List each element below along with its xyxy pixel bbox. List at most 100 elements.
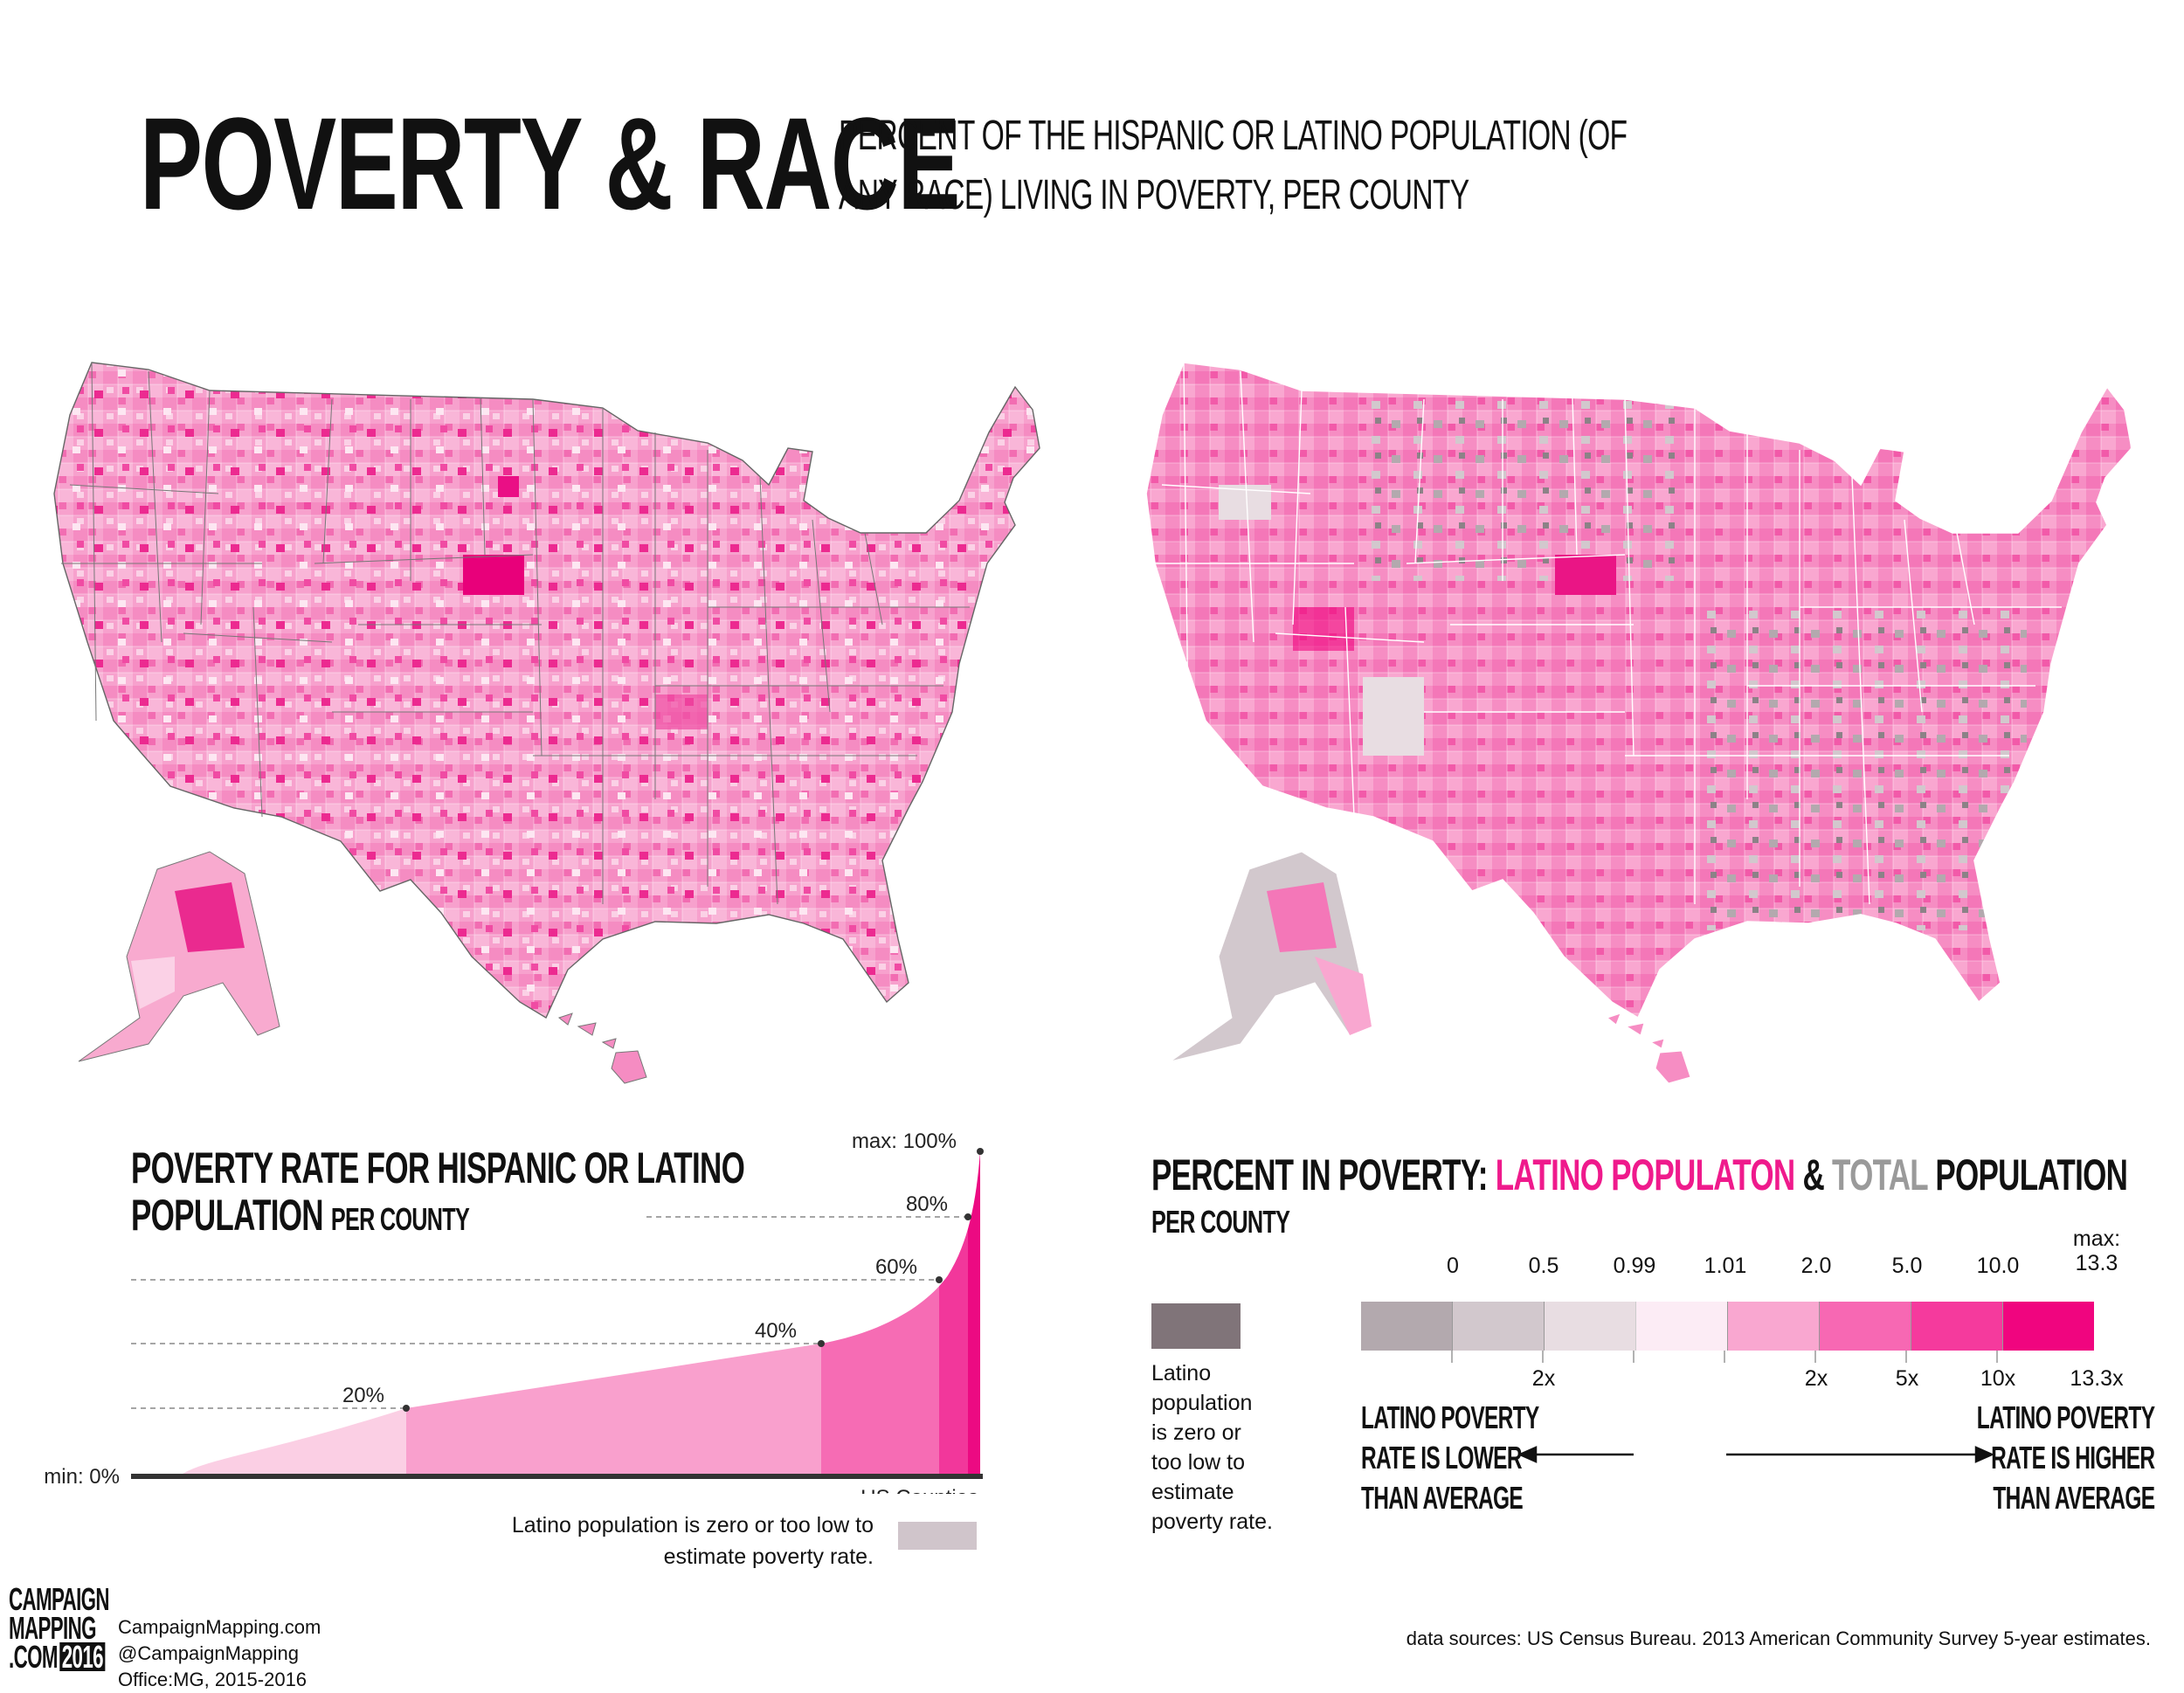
- right-na-label-line-5: estimate: [1151, 1480, 1234, 1504]
- ramp-ticks: [1451, 1351, 1998, 1363]
- subtitle-line-2: ANY RACE) LIVING IN POVERTY, PER COUNTY: [839, 172, 1469, 218]
- band-60-80: [939, 1151, 968, 1476]
- distribution-area: [179, 1151, 980, 1476]
- left-chart-title-small: PER COUNTY: [330, 1201, 470, 1237]
- lower-label-line-1: LATINO POVERTY: [1361, 1399, 1539, 1435]
- page-subtitle: PERCENT OF THE HISPANIC OR LATINO POPULA…: [839, 107, 1628, 225]
- left-na-note-line-1: Latino population is zero or too low to: [511, 1513, 874, 1538]
- right-na-label-line-2: population: [1151, 1391, 1253, 1415]
- left-chart-title: POVERTY RATE FOR HISPANIC OR LATINO POPU…: [131, 1144, 745, 1243]
- right-na-label-line-1: Latino: [1151, 1361, 1212, 1385]
- multiplier-label-2x-higher: 2x: [1804, 1366, 1828, 1391]
- band-40-60: [821, 1151, 939, 1476]
- ratio-label-1-01: 1.01: [1704, 1254, 1747, 1278]
- higher-label-line-2: RATE IS HIGHER: [1990, 1440, 2155, 1475]
- alaska-inset-right: [1170, 851, 1372, 1062]
- logo-line-3-text: .COM: [9, 1639, 58, 1675]
- hawaii-inset-right: [1606, 1012, 1691, 1084]
- min-label: min: 0%: [44, 1465, 120, 1489]
- ratio-label-5-0: 5.0: [1891, 1254, 1923, 1278]
- right-legend-title-part-1: PERCENT IN POVERTY:: [1151, 1151, 1496, 1199]
- right-legend-title-total: TOTAL: [1832, 1151, 1928, 1199]
- right-legend-title-line: PERCENT IN POVERTY: LATINO POPULATON & T…: [1151, 1151, 2128, 1199]
- marker-60: [936, 1276, 943, 1283]
- campaign-mapping-logo: CAMPAIGN MAPPING .COM 2016: [9, 1584, 114, 1681]
- arrow-left-head: [1520, 1446, 1538, 1463]
- right-na-swatch: [1151, 1303, 1241, 1349]
- higher-than-average-label: LATINO POVERTY RATE IS HIGHER THAN AVERA…: [1976, 1398, 2154, 1518]
- arrow-right-head: [1974, 1446, 1995, 1463]
- footer-credits: CampaignMapping.com @CampaignMapping Off…: [118, 1614, 321, 1693]
- higher-label-line-1: LATINO POVERTY: [1976, 1399, 2154, 1435]
- band-20-40: [406, 1151, 821, 1476]
- logo-year: 2016: [59, 1641, 106, 1673]
- ramp-swatch-max: [2002, 1302, 2094, 1351]
- legend-arrows: [1520, 1446, 1995, 1463]
- multiplier-label-5x: 5x: [1895, 1366, 1919, 1391]
- pct-label-20: 20%: [342, 1384, 384, 1407]
- data-source-note: data sources: US Census Bureau. 2013 Ame…: [1406, 1627, 2151, 1649]
- lower-than-average-label: LATINO POVERTY RATE IS LOWER THAN AVERAG…: [1361, 1398, 1539, 1518]
- multiplier-label-13-3x: 13.3x: [2070, 1366, 2124, 1391]
- left-na-note: Latino population is zero or too low to …: [512, 1510, 874, 1572]
- ratio-label-0-99: 0.99: [1613, 1254, 1656, 1278]
- left-chart-title-line-2-main: POPULATION: [131, 1191, 324, 1240]
- ratio-map: [1136, 345, 2184, 1118]
- right-legend-title-amp: &: [1794, 1151, 1833, 1199]
- right-legend-subtitle: PER COUNTY: [1151, 1204, 1290, 1240]
- left-chart-title-line-1: POVERTY RATE FOR HISPANIC OR LATINO: [131, 1144, 745, 1192]
- distribution-chart: 20% 40% 60% 80% max: 100% min: 0% US Cou…: [44, 1130, 984, 1494]
- left-na-note-line-2: estimate poverty rate.: [663, 1544, 874, 1569]
- left-na-swatch: [898, 1522, 977, 1550]
- pct-label-80: 80%: [906, 1192, 948, 1216]
- page-title: POVERTY & RACE: [140, 90, 960, 237]
- marker-max: [977, 1148, 984, 1155]
- right-legend-title-population: POPULATION: [1927, 1151, 2128, 1199]
- gridlines: [131, 1216, 968, 1409]
- ratio-label-10-0: 10.0: [1976, 1254, 2020, 1278]
- right-na-label-line-6: poverty rate.: [1151, 1510, 1273, 1534]
- marker-dots: [403, 1148, 984, 1412]
- footer-office: Office:MG, 2015-2016: [118, 1669, 308, 1690]
- band-80-100: [968, 1151, 980, 1476]
- pct-label-40: 40%: [755, 1319, 797, 1343]
- ramp-swatch-0-5-0-99: [1452, 1302, 1544, 1351]
- ramp-swatch-0-99-1-01: [1544, 1302, 1635, 1351]
- lower-label-line-3: THAN AVERAGE: [1361, 1480, 1524, 1516]
- marker-80: [964, 1213, 971, 1220]
- max-label: max: 100%: [852, 1130, 957, 1153]
- multiplier-label-2x-lower: 2x: [1531, 1366, 1556, 1391]
- logo-line-3: .COM 2016: [9, 1641, 106, 1673]
- ratio-label-0: 0: [1447, 1254, 1459, 1278]
- ratio-map-svg: [1145, 362, 2132, 1084]
- right-legend-title-latino: LATINO POPULATON: [1495, 1151, 1795, 1199]
- higher-label-line-3: THAN AVERAGE: [1993, 1480, 2155, 1516]
- ramp-swatch-10-0-13-3: [1911, 1302, 2002, 1351]
- footer-site: CampaignMapping.com: [118, 1616, 321, 1638]
- legend-color-ramp: [1361, 1302, 2094, 1351]
- x-axis-label: US Counties: [860, 1486, 978, 1494]
- right-na-label-line-3: is zero or: [1151, 1420, 1241, 1445]
- ratio-label-0-5: 0.5: [1528, 1254, 1559, 1278]
- band-0-20: [179, 1151, 406, 1476]
- pct-label-60: 60%: [875, 1255, 917, 1279]
- latino-poverty-map-svg: [53, 362, 1040, 1084]
- right-na-label-line-4: too low to: [1151, 1450, 1246, 1475]
- subtitle-line-1: PERCENT OF THE HISPANIC OR LATINO POPULA…: [839, 113, 1628, 159]
- hawaii-inset-left: [557, 1012, 647, 1084]
- multiplier-label-10x: 10x: [1980, 1366, 2016, 1391]
- ratio-label-max: max: 13.3: [2073, 1227, 2120, 1275]
- latino-poverty-map: [44, 345, 1048, 1118]
- ratio-label-max-line-1: max:: [2072, 1227, 2121, 1251]
- logo-wordmark: CAMPAIGN MAPPING .COM 2016: [9, 1584, 110, 1673]
- alaska-inset-left: [78, 851, 280, 1062]
- right-na-label: Latino population is zero or too low to …: [1151, 1358, 1273, 1537]
- ramp-swatch-2-0-5-0: [1727, 1302, 1819, 1351]
- marker-20: [403, 1405, 410, 1412]
- ramp-swatch-5-0-10-0: [1819, 1302, 1911, 1351]
- right-legend-title: PERCENT IN POVERTY: LATINO POPULATON & T…: [1151, 1151, 2128, 1246]
- footer-handle: @CampaignMapping: [118, 1642, 300, 1664]
- ramp-swatch-0-0-5: [1361, 1302, 1452, 1351]
- lower-label-line-2: RATE IS LOWER: [1361, 1440, 1523, 1475]
- marker-40: [818, 1340, 825, 1347]
